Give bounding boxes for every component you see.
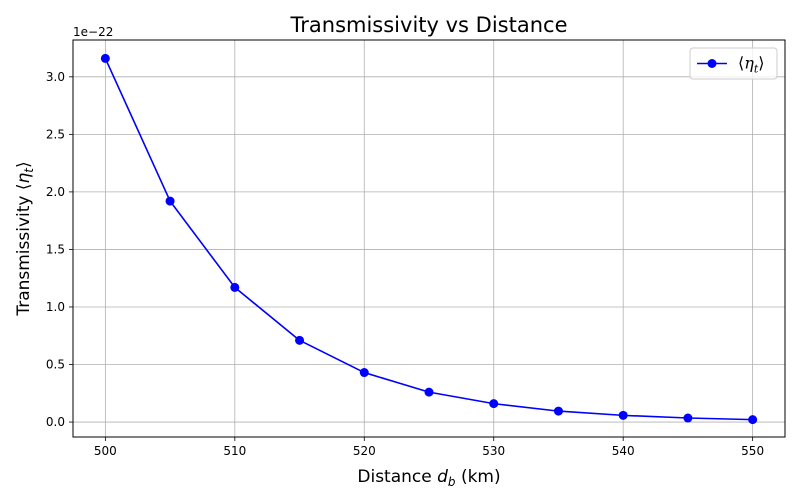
x-axis-label-sub: b	[448, 475, 456, 489]
x-axis-label: Distance db (km)	[357, 467, 500, 489]
data-point	[618, 410, 628, 420]
grid	[73, 40, 785, 437]
data-point	[553, 406, 563, 416]
data-point	[683, 413, 693, 423]
x-tick-label: 530	[482, 444, 505, 458]
y-axis-label-var: η	[14, 172, 34, 183]
x-tick-label: 550	[741, 444, 764, 458]
x-tick-label: 520	[353, 444, 376, 458]
data-point	[295, 335, 305, 345]
legend-entry-label: ⟨ηt⟩	[738, 54, 765, 76]
data-point	[748, 415, 758, 425]
ticks: 500 510 520 530 540 550 0.0 0.5 1.0 1.5 2.0 2.5 3.0	[46, 70, 764, 458]
x-axis-label-var: d	[437, 467, 448, 487]
x-tick-label: 510	[223, 444, 246, 458]
legend: ⟨ηt⟩	[689, 47, 778, 80]
y-offset-text: 1e−22	[73, 25, 113, 39]
legend-box	[689, 47, 778, 80]
y-tick-label: 0.0	[46, 415, 65, 429]
data-point	[100, 53, 110, 63]
y-tick-label: 1.5	[46, 242, 65, 256]
data-point	[359, 368, 369, 378]
chart-title: Transmissivity vs Distance	[290, 13, 568, 37]
x-tick-label: 500	[94, 444, 117, 458]
y-tick-label: 2.5	[46, 127, 65, 141]
y-tick-label: 1.0	[46, 300, 65, 314]
data-point	[424, 387, 434, 397]
data-point	[230, 282, 240, 292]
legend-open: ⟨	[738, 54, 744, 73]
y-tick-label: 2.0	[46, 185, 65, 199]
y-tick-label: 0.5	[46, 358, 65, 372]
x-axis-label-post: (km)	[456, 467, 501, 487]
legend-var: η	[744, 54, 754, 73]
x-axis-label-pre: Distance	[357, 467, 437, 487]
y-axis-label-sub: t	[22, 167, 36, 173]
legend-sub: t	[754, 63, 759, 76]
plot-frame	[72, 39, 786, 438]
legend-marker-swatch	[707, 59, 717, 68]
legend-close: ⟩	[758, 54, 764, 73]
y-axis-label-open: ⟨	[14, 183, 34, 190]
y-axis-label-close: ⟩	[14, 161, 34, 168]
data-point	[165, 196, 175, 206]
y-axis-label-pre: Transmissivity	[14, 190, 34, 317]
y-tick-label: 3.0	[46, 70, 65, 84]
y-axis-label: Transmissivity ⟨ηt⟩	[14, 161, 36, 316]
x-tick-label: 540	[612, 444, 635, 458]
series-layer	[100, 53, 758, 425]
data-point	[489, 399, 499, 409]
